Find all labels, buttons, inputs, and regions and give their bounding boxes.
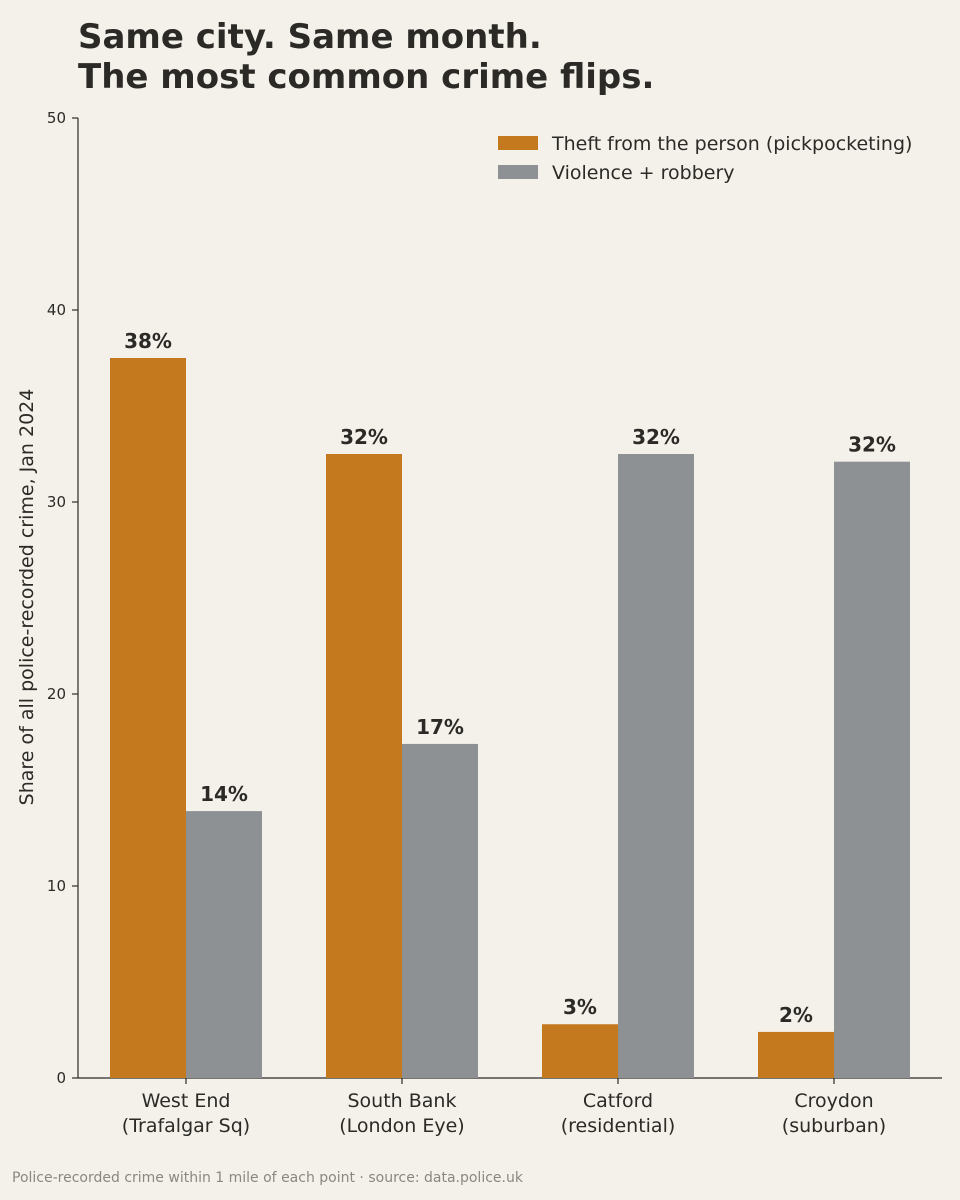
data-labels: 38% 14% 32% 17% 3% 32% 2% 32% xyxy=(124,329,896,1027)
y-tick-label: 0 xyxy=(56,1069,66,1087)
x-tick-label: Catford xyxy=(583,1090,653,1112)
y-axis-ticks: 0 10 20 30 40 50 xyxy=(47,109,78,1087)
bar-violence xyxy=(834,461,910,1078)
bars xyxy=(110,358,910,1078)
y-tick-label: 30 xyxy=(47,493,66,511)
y-axis-label: Share of all police-recorded crime, Jan … xyxy=(16,389,38,806)
chart-title: Same city. Same month.The most common cr… xyxy=(78,17,654,97)
y-tick-label: 10 xyxy=(47,877,66,895)
legend-label: Violence + robbery xyxy=(552,162,735,184)
legend-swatch xyxy=(498,136,538,150)
x-tick-label: (London Eye) xyxy=(339,1115,464,1137)
data-label: 3% xyxy=(563,995,597,1019)
bar-violence xyxy=(186,811,262,1078)
y-tick-label: 50 xyxy=(47,109,66,127)
chart-title-line: The most common crime flips. xyxy=(78,57,654,97)
data-label: 38% xyxy=(124,329,172,353)
data-label: 14% xyxy=(200,782,248,806)
chart-title-line: Same city. Same month. xyxy=(78,17,542,57)
x-tick-label: West End xyxy=(142,1090,231,1112)
x-tick-label: (Trafalgar Sq) xyxy=(122,1115,250,1137)
x-axis-ticks: West End (Trafalgar Sq) South Bank (London … xyxy=(122,1078,886,1137)
data-label: 17% xyxy=(416,715,464,739)
bar-violence xyxy=(618,454,694,1078)
legend-swatch xyxy=(498,165,538,179)
data-label: 2% xyxy=(779,1003,813,1027)
bar-violence xyxy=(402,743,478,1078)
x-tick-label: (residential) xyxy=(561,1115,676,1137)
legend-label: Theft from the person (pickpocketing) xyxy=(551,133,912,155)
x-tick-label: (suburban) xyxy=(782,1115,886,1137)
data-label: 32% xyxy=(632,425,680,449)
x-tick-label: Croydon xyxy=(794,1090,873,1112)
bar-theft xyxy=(326,454,402,1078)
footnote: Police-recorded crime within 1 mile of e… xyxy=(12,1170,524,1186)
data-label: 32% xyxy=(340,425,388,449)
y-tick-label: 40 xyxy=(47,301,66,319)
y-tick-label: 20 xyxy=(47,685,66,703)
legend: Theft from the person (pickpocketing) Vio… xyxy=(498,133,912,184)
data-label: 32% xyxy=(848,433,896,457)
bar-theft xyxy=(110,358,186,1078)
bar-theft xyxy=(542,1024,618,1078)
x-tick-label: South Bank xyxy=(348,1090,457,1112)
bar-theft xyxy=(758,1031,834,1078)
